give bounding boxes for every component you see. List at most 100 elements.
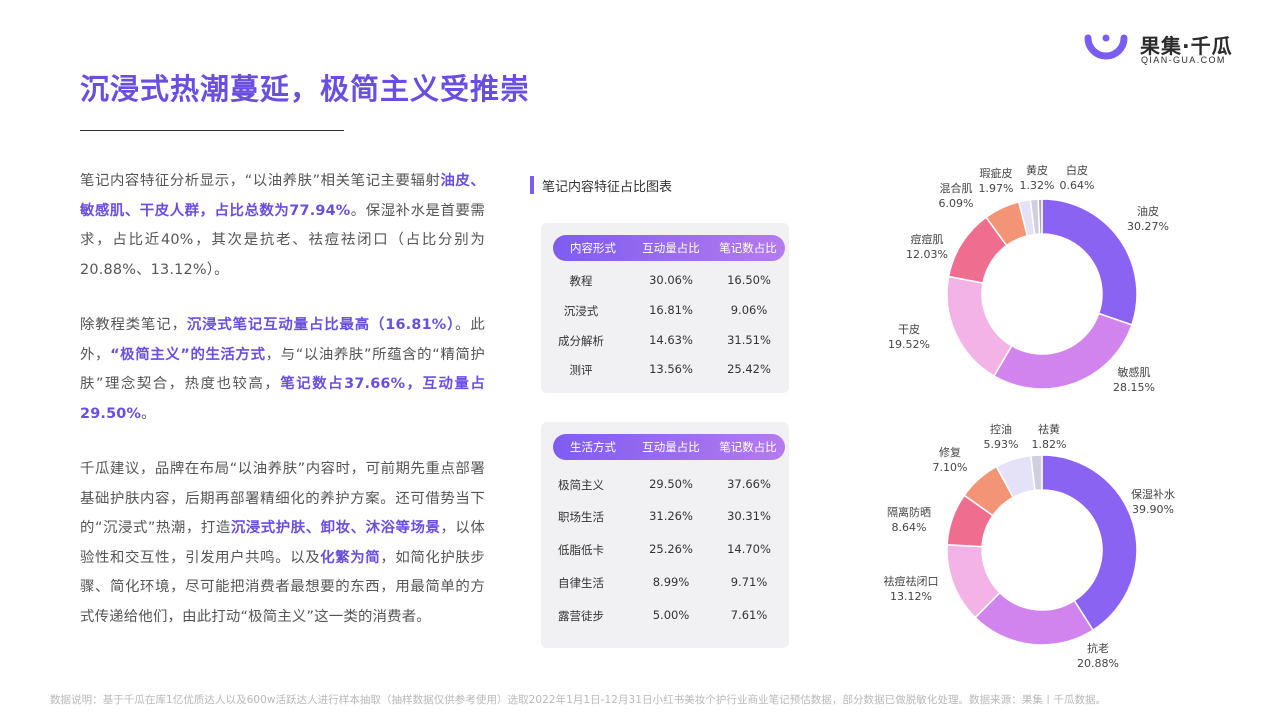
column-header: 互动量占比: [642, 440, 700, 454]
slice-value-label: 13.12%: [890, 590, 932, 603]
slice-label: 祛黄: [1038, 422, 1060, 436]
cell-value: 16.81%: [649, 303, 693, 317]
paragraph-text: 。: [141, 405, 156, 422]
row-label: 测评: [569, 363, 593, 377]
slice-value-label: 19.52%: [888, 338, 930, 351]
paragraph-text: 千瓜建议，品牌在布局“以油养肤”内容时，可前期先重点部署基础护肤内容，后期再部署…: [80, 461, 485, 537]
lifestyle-table: 生活方式 互动量占比 笔记数占比 极简主义 29.50% 37.66% 职场生活 31.…: [541, 422, 789, 648]
row-label: 自律生活: [558, 576, 604, 590]
cell-value: 31.51%: [727, 333, 771, 347]
row-label: 教程: [569, 274, 593, 288]
suggestion-paragraph: 千瓜建议，品牌在布局“以油养肤”内容时，可前期先重点部署基础护肤内容，后期再部署…: [80, 455, 485, 633]
slice-value-label: 8.64%: [892, 521, 927, 534]
brand-name-cn: 果集·千瓜: [1140, 34, 1233, 58]
cell-value: 25.42%: [727, 362, 771, 376]
slice-value-label: 5.93%: [984, 438, 1019, 451]
paragraph-text: 笔记内容特征分析显示，“以油养肤”相关笔记主要辐射: [80, 173, 441, 189]
row-label: 沉浸式: [563, 304, 599, 318]
cell-value: 29.50%: [649, 477, 693, 491]
cell-value: 5.00%: [652, 608, 690, 622]
slice-value-label: 1.97%: [979, 182, 1014, 195]
cell-value: 30.31%: [727, 509, 771, 523]
highlight-text: “极简主义”的生活方式: [110, 346, 266, 363]
content-form-table: 内容形式 互动量占比 笔记数占比 教程 30.06% 16.50% 沉浸式 16.81%…: [541, 223, 789, 393]
table-header: 生活方式 互动量占比 笔记数占比: [553, 434, 785, 460]
highlight-text: 化繁为简: [320, 549, 381, 566]
cell-value: 25.26%: [649, 542, 693, 556]
data-footnote: 数据说明：基于千瓜在库1亿优质达人以及600w活跃达人进行样本抽取（抽样数据仅供…: [50, 694, 1107, 706]
slice-value-label: 30.27%: [1127, 220, 1169, 233]
cell-value: 14.63%: [649, 333, 693, 347]
paragraph-text: 除教程类笔记，: [80, 317, 187, 333]
column-header: 笔记数占比: [719, 440, 777, 454]
slice-label: 干皮: [898, 323, 920, 336]
cell-value: 9.06%: [730, 303, 768, 317]
donut-slice: [1041, 454, 1138, 632]
brand-name-en: QIAN-GUA.COM: [1141, 55, 1226, 65]
slice-value-label: 12.03%: [906, 248, 948, 261]
paragraph-text: ，以体验性和交互性，引发用户共鸣。以及: [80, 520, 485, 566]
column-header: 生活方式: [570, 440, 616, 454]
row-label: 职场生活: [558, 510, 604, 524]
cell-value: 16.50%: [727, 273, 771, 287]
slice-value-label: 1.82%: [1032, 438, 1067, 451]
highlight-text: 沉浸式护肤、卸妆、沐浴等场景: [230, 520, 441, 537]
column-header: 笔记数占比: [719, 241, 777, 255]
column-header: 内容形式: [570, 241, 616, 255]
highlight-text: 笔记数占37.66%，互动量占29.50%: [80, 376, 485, 422]
slice-value-label: 0.64%: [1060, 179, 1095, 192]
cell-value: 8.99%: [652, 575, 690, 589]
donut-slice: [1030, 454, 1043, 492]
donut-slice: [1041, 198, 1138, 326]
cell-value: 9.71%: [730, 575, 768, 589]
slice-value-label: 7.10%: [933, 461, 968, 474]
row-label: 成分解析: [558, 334, 604, 348]
brand-mark-icon: [1084, 34, 1128, 60]
paragraph-text: ，如简化护肤步骤、简化环境，尽可能把消费者最想要的东西，用最简单的方式传递给他们…: [80, 549, 485, 625]
slice-label: 抗老: [1087, 641, 1109, 655]
slice-label: 祛痘祛闭口: [884, 574, 939, 588]
cell-value: 31.26%: [649, 509, 693, 523]
analysis-paragraph-2: 除教程类笔记，沉浸式笔记互动量占比最高（16.81%）。此外，“极简主义”的生活…: [80, 311, 485, 429]
slice-value-label: 6.09%: [939, 197, 974, 210]
slice-label: 控油: [990, 422, 1012, 436]
slice-label: 保湿补水: [1131, 487, 1175, 501]
slice-label: 瑕疵皮: [980, 166, 1013, 180]
page-title: 沉浸式热潮蔓延，极简主义受推崇: [80, 72, 531, 106]
cell-value: 7.61%: [730, 608, 768, 622]
row-label: 露营徒步: [558, 609, 604, 623]
slice-label: 白皮: [1066, 163, 1088, 177]
analysis-paragraph-1: 笔记内容特征分析显示，“以油养肤”相关笔记主要辐射油皮、敏感肌、干皮人群，占比总…: [80, 167, 485, 285]
title-divider: [80, 130, 344, 131]
slice-value-label: 1.32%: [1020, 179, 1055, 192]
slice-label: 混合肌: [940, 181, 973, 195]
table-header: 内容形式 互动量占比 笔记数占比: [553, 235, 785, 261]
column-header: 互动量占比: [642, 241, 700, 255]
highlight-text: 油皮、敏感肌、干皮人群，占比总数为77.94%: [80, 173, 485, 219]
paragraph-text: 。此外，: [80, 317, 485, 363]
donut-slice: [1037, 198, 1043, 235]
slice-label: 黄皮: [1026, 163, 1048, 177]
highlight-text: 沉浸式笔记互动量占比最高（16.81%）: [186, 317, 456, 333]
slice-value-label: 28.15%: [1113, 381, 1155, 394]
paragraph-text: ，与“以油养肤”所蕴含的“精简护肤”理念契合，热度也较高，: [80, 346, 485, 393]
cell-value: 37.66%: [727, 477, 771, 491]
slice-value-label: 20.88%: [1077, 657, 1119, 670]
chart-heading-text: 笔记内容特征占比图表: [542, 180, 673, 195]
slice-label: 敏感肌: [1118, 365, 1151, 379]
cell-value: 14.70%: [727, 542, 771, 556]
row-label: 低脂低卡: [558, 543, 604, 557]
row-label: 极简主义: [558, 478, 604, 492]
slice-label: 隔离防晒: [887, 505, 931, 519]
slice-label: 修复: [939, 445, 961, 459]
cell-value: 30.06%: [649, 273, 693, 287]
heading-accent-bar: [530, 176, 534, 194]
brand-logo: 果集·千瓜 QIAN-GUA.COM: [1084, 26, 1244, 70]
slice-label: 痘痘肌: [911, 232, 944, 246]
cell-value: 13.56%: [649, 362, 693, 376]
slice-value-label: 39.90%: [1132, 503, 1174, 516]
slice-label: 油皮: [1137, 204, 1159, 218]
paragraph-text: 。保湿补水是首要需求，占比近40%，其次是抗老、祛痘祛闭口（占比分别为20.88…: [80, 202, 485, 278]
